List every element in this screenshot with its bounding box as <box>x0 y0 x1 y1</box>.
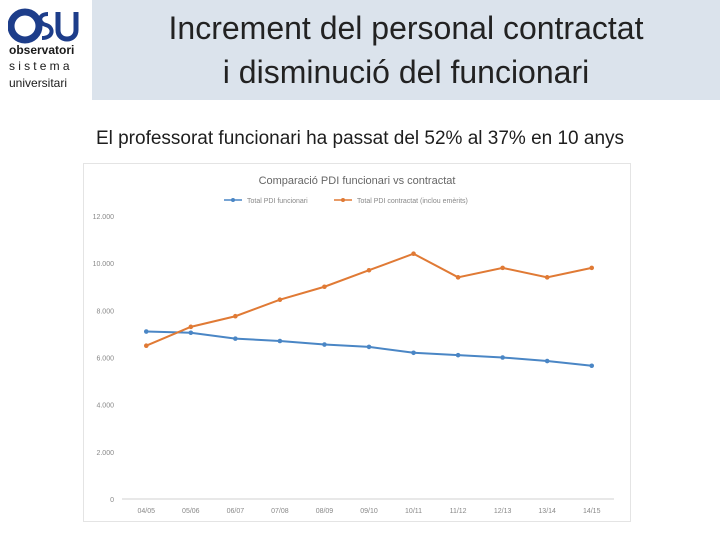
chart-title: Comparació PDI funcionari vs contractat <box>259 175 456 187</box>
y-tick-label: 8.000 <box>96 308 114 315</box>
data-point <box>322 284 327 290</box>
series-line <box>145 252 592 347</box>
x-tick-label: 08/09 <box>316 508 334 515</box>
legend-label: Total PDI contractat (inclou emèrits) <box>357 198 468 205</box>
data-point <box>589 265 595 271</box>
legend-swatch-marker <box>231 198 235 202</box>
data-point <box>366 344 372 350</box>
data-point <box>322 342 327 347</box>
chart-series <box>143 251 595 369</box>
x-tick-label: 12/13 <box>494 508 512 515</box>
y-tick-label: 6.000 <box>96 356 114 363</box>
x-tick-label: 05/06 <box>182 508 200 515</box>
data-point <box>589 363 595 369</box>
line-chart: Comparació PDI funcionari vs contractat … <box>93 175 614 515</box>
slide-subtitle: El professorat funcionari ha passat del … <box>95 128 625 149</box>
x-tick-label: 11/12 <box>450 508 467 515</box>
y-axis-ticks: 0 2.000 4.000 6.000 8.000 10.000 12.000 <box>93 214 115 504</box>
y-tick-label: 0 <box>110 497 114 504</box>
data-point <box>233 336 238 341</box>
title-bar <box>92 0 720 100</box>
data-point <box>143 329 149 334</box>
logo-s-curve <box>38 12 54 40</box>
x-tick-label: 14/15 <box>583 508 601 515</box>
data-point <box>366 267 372 273</box>
logo-u-shape <box>55 12 79 42</box>
chart-panel: Comparació PDI funcionari vs contractat … <box>83 163 631 522</box>
data-point <box>143 343 149 349</box>
logo-text-line3: universitari <box>9 76 68 90</box>
data-point <box>544 358 550 364</box>
logo: observatori sistema universitari <box>0 0 92 100</box>
data-point <box>411 350 416 356</box>
x-tick-label: 13/14 <box>538 508 556 515</box>
y-tick-label: 10.000 <box>93 261 115 268</box>
data-point <box>277 297 283 303</box>
data-point <box>455 352 461 358</box>
osu-logo-mark-icon <box>8 8 79 44</box>
x-axis-ticks: 04/05 05/06 06/07 07/08 08/09 09/10 10/11 11/12… <box>138 508 601 515</box>
y-tick-label: 4.000 <box>96 403 114 410</box>
legend-label: Total PDI funcionari <box>247 198 308 205</box>
data-point <box>455 275 461 280</box>
data-point <box>277 338 283 344</box>
slide-title-line2: i disminució del funcionari <box>222 54 590 90</box>
data-point <box>411 251 416 257</box>
data-point <box>188 324 194 330</box>
data-point <box>500 355 505 360</box>
logo-text-line1: observatori <box>9 43 75 57</box>
data-point <box>233 313 238 319</box>
slide-title: Increment del personal contractat i dism… <box>92 6 720 94</box>
data-point <box>188 330 194 336</box>
x-tick-label: 07/08 <box>271 508 289 515</box>
logo-o-circle <box>8 8 43 44</box>
data-point <box>544 275 550 280</box>
x-tick-label: 04/05 <box>138 508 156 515</box>
x-tick-label: 09/10 <box>360 508 378 515</box>
x-tick-label: 06/07 <box>227 508 245 515</box>
y-tick-label: 2.000 <box>96 450 114 457</box>
y-tick-label: 12.000 <box>93 214 115 221</box>
chart-legend: Total PDI funcionari Total PDI contractat… <box>224 198 468 205</box>
legend-swatch-marker <box>341 198 345 202</box>
logo-text-line2: sistema <box>9 59 73 73</box>
x-tick-label: 10/11 <box>405 508 422 515</box>
data-point <box>500 265 505 271</box>
slide-title-line1: Increment del personal contractat <box>168 10 644 46</box>
